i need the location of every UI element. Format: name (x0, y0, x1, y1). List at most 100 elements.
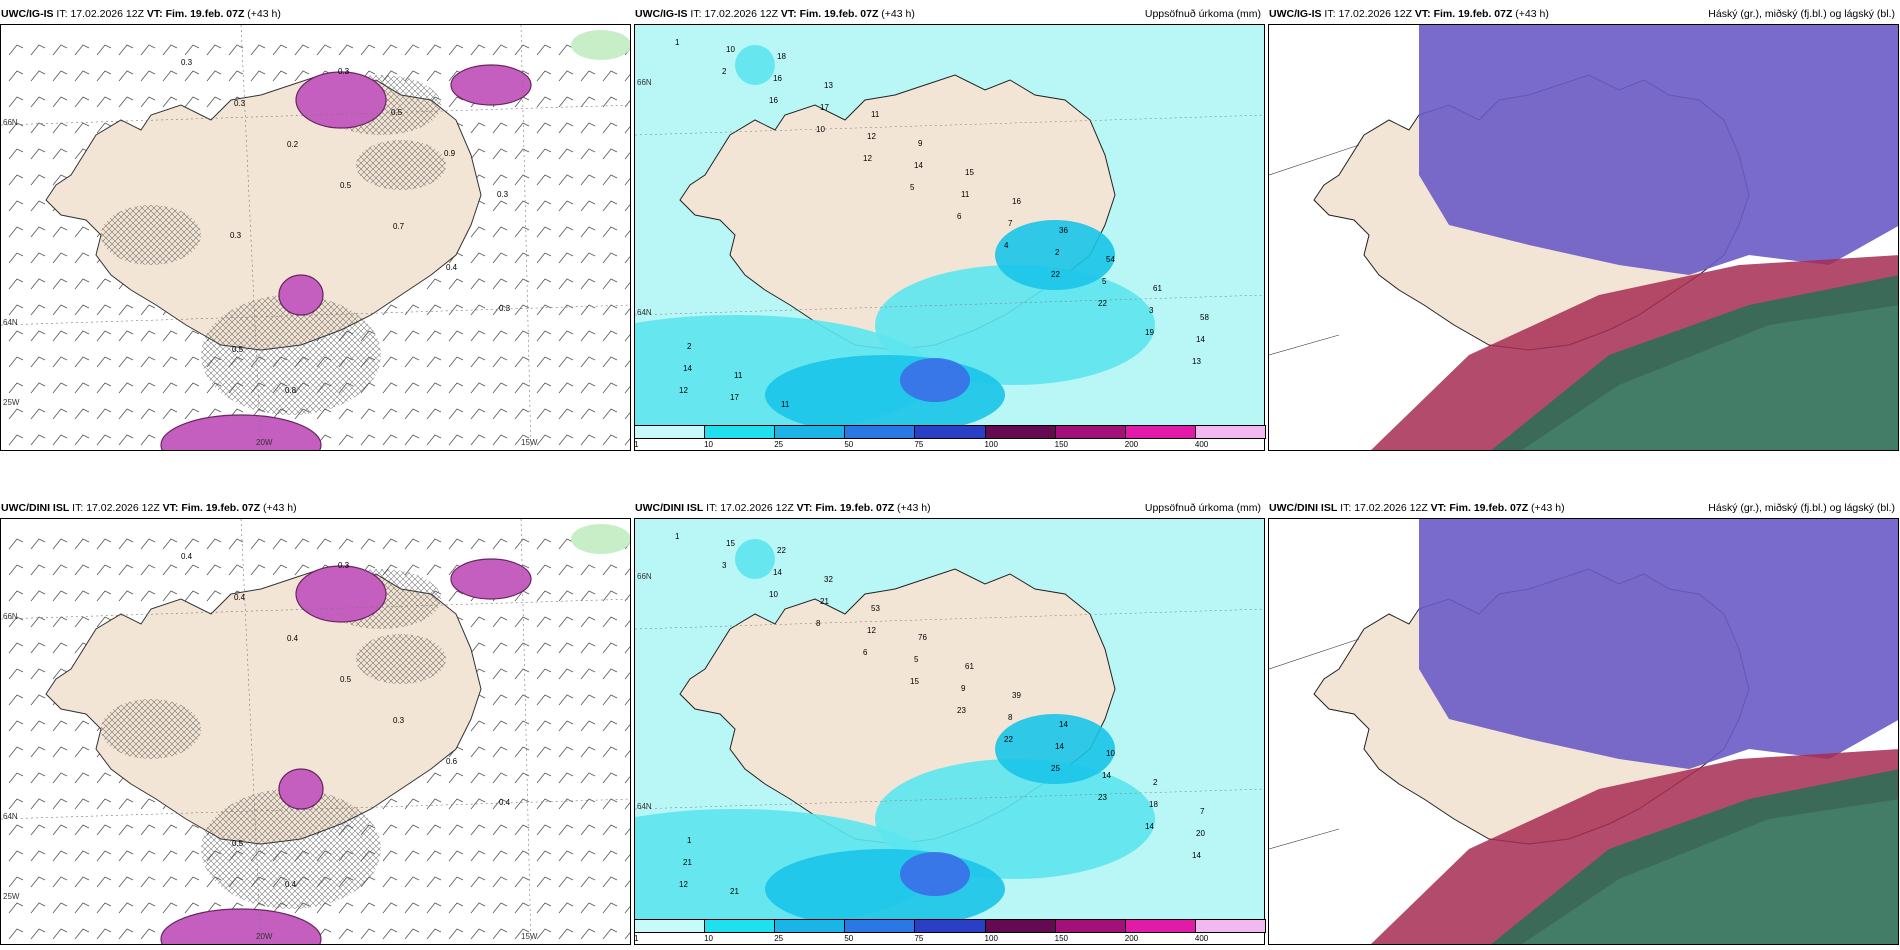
precip-value: 23 (1098, 793, 1107, 802)
wind-barb (514, 148, 530, 160)
wind-barb (536, 668, 552, 680)
precip-blob (278, 768, 324, 810)
wind-barb (382, 356, 398, 368)
wind-barb (470, 382, 486, 394)
wind-barb (118, 70, 134, 82)
wind-barb (558, 148, 574, 160)
wind-barb (448, 434, 464, 446)
wind-barb (184, 538, 200, 550)
wind-barb (162, 330, 178, 342)
wind-barb (558, 70, 574, 82)
wind-barb (74, 772, 90, 784)
hatched-area (356, 140, 446, 190)
wind-barb (426, 382, 442, 394)
wind-barb (602, 408, 618, 420)
precip-blob (160, 414, 322, 450)
wind-barb (360, 538, 376, 550)
wind-barb (382, 382, 398, 394)
wind-barb (492, 44, 508, 56)
wind-barb (30, 44, 46, 56)
precip-blob (450, 64, 532, 106)
wind-barb (492, 798, 508, 810)
wind-barb (624, 100, 630, 108)
wind-barb (558, 96, 574, 108)
wind-barb (8, 304, 24, 316)
wind-barb (536, 876, 552, 888)
precip-blob (160, 908, 322, 944)
wind-barb (96, 928, 112, 940)
colorbar-tick: 400 (1194, 934, 1209, 943)
wind-barb (382, 304, 398, 316)
wind-barb (492, 850, 508, 862)
wind-barb (602, 928, 618, 940)
wind-barb (140, 356, 156, 368)
wind-barb (30, 252, 46, 264)
wind-barb (404, 798, 420, 810)
vt-label: VT: (1430, 502, 1447, 514)
wind-barb (580, 330, 596, 342)
wind-barb (382, 330, 398, 342)
wind-barb (206, 564, 222, 576)
wind-barb (96, 902, 112, 914)
wind-barb (602, 96, 618, 108)
colorbar-tick: 50 (844, 934, 854, 943)
wind-barb (558, 382, 574, 394)
wind-barb (492, 304, 508, 316)
it-label: IT: (72, 502, 84, 514)
vt-value: Fim. 19.feb. 07Z (815, 502, 895, 514)
wind-barb (558, 122, 574, 134)
precip-value: 25 (1051, 764, 1060, 773)
lead-time: (+43 h) (1515, 8, 1549, 20)
wind-barb (492, 122, 508, 134)
vt-label: VT: (780, 8, 797, 20)
model-name: UWC/IG-IS (1, 8, 54, 20)
precip-value: 18 (1149, 800, 1158, 809)
wind-barb (184, 564, 200, 576)
wind-barb (404, 356, 420, 368)
grid-label: 20W (256, 932, 273, 941)
wind-barb (426, 278, 442, 290)
wind-barb (8, 148, 24, 160)
value-label: 0.5 (232, 345, 244, 354)
colorbar-tick: 25 (774, 440, 784, 449)
wind-barb (624, 880, 630, 888)
wind-barb (580, 824, 596, 836)
wind-barb (624, 698, 630, 706)
wind-barb (52, 850, 68, 862)
precip-value: 53 (871, 604, 880, 613)
value-label: 0.5 (232, 839, 244, 848)
wind-barb (624, 932, 630, 940)
wind-barb (140, 902, 156, 914)
wind-barb (30, 148, 46, 160)
wind-barb (514, 382, 530, 394)
wind-barb (74, 122, 90, 134)
wind-barb (404, 902, 420, 914)
wind-barb (448, 356, 464, 368)
wind-barb (360, 434, 376, 446)
wind-barb (8, 96, 24, 108)
wind-barb (294, 538, 310, 550)
model-name: UWC/IG-IS (635, 8, 688, 20)
wind-barb (338, 928, 354, 940)
wind-barb (162, 850, 178, 862)
wind-barb (492, 356, 508, 368)
wind-barb (602, 70, 618, 82)
precip-value: 10 (1106, 749, 1115, 758)
precip-value: 7 (1200, 807, 1205, 816)
vt-label: VT: (796, 502, 813, 514)
wind-barb (8, 252, 24, 264)
precip-value: 14 (1102, 771, 1111, 780)
wind-barb (30, 590, 46, 602)
wind-barb (492, 330, 508, 342)
wind-barb (162, 538, 178, 550)
wind-barb (272, 564, 288, 576)
wind-barb (316, 538, 332, 550)
wind-barb (624, 126, 630, 134)
it-label: IT: (56, 8, 68, 20)
wind-barb (96, 590, 112, 602)
wind-barb (162, 96, 178, 108)
wind-barb (492, 694, 508, 706)
colorbar-tick: 75 (914, 440, 924, 449)
wind-barb (184, 902, 200, 914)
hatched-area (201, 295, 381, 415)
